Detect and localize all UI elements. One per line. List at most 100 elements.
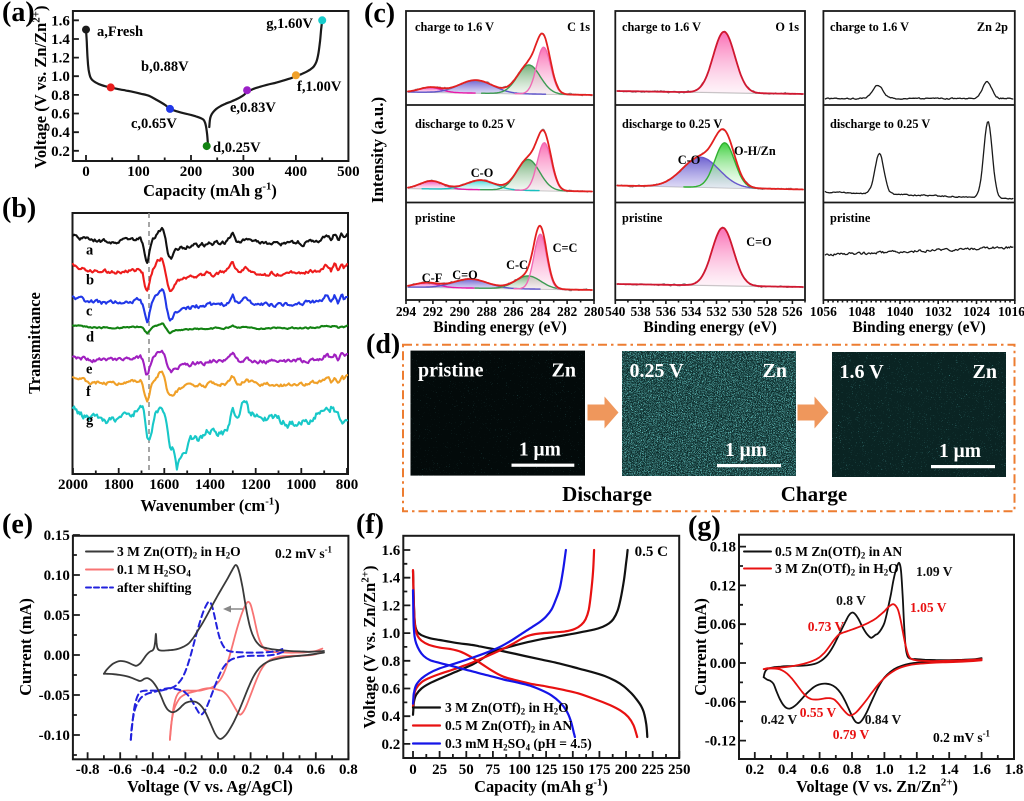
svg-text:0.8: 0.8: [51, 88, 70, 104]
svg-text:Charge: Charge: [781, 482, 848, 506]
svg-text:0.4: 0.4: [274, 762, 293, 778]
svg-text:0.6: 0.6: [306, 762, 325, 778]
svg-text:1048: 1048: [848, 304, 875, 319]
svg-text:500: 500: [337, 164, 360, 180]
svg-text:g,1.60V: g,1.60V: [266, 16, 313, 32]
svg-text:528: 528: [757, 304, 778, 319]
svg-text:0.8 V: 0.8 V: [836, 593, 866, 608]
svg-text:Intensity (a.u.): Intensity (a.u.): [368, 97, 387, 203]
svg-text:-0.4: -0.4: [141, 762, 165, 778]
svg-text:532: 532: [706, 304, 727, 319]
svg-text:-0.6: -0.6: [108, 762, 132, 778]
svg-text:0.25 V: 0.25 V: [630, 360, 685, 382]
svg-text:1.6: 1.6: [382, 543, 401, 559]
svg-text:286: 286: [503, 304, 524, 319]
svg-text:536: 536: [656, 304, 677, 319]
svg-text:C-F: C-F: [422, 271, 443, 285]
svg-text:e,0.83V: e,0.83V: [230, 100, 276, 116]
svg-text:530: 530: [732, 304, 753, 319]
svg-text:(b): (b): [2, 193, 36, 224]
svg-text:Capacity (mAh g-1): Capacity (mAh g-1): [143, 180, 277, 200]
svg-text:3 M Zn(OTf)2 in H2O: 3 M Zn(OTf)2 in H2O: [775, 561, 899, 577]
svg-text:1000: 1000: [286, 477, 316, 493]
svg-text:0.4: 0.4: [51, 125, 70, 141]
svg-text:1.05 V: 1.05 V: [910, 600, 947, 615]
svg-text:1016: 1016: [998, 304, 1024, 319]
svg-text:0.8: 0.8: [843, 762, 862, 778]
svg-text:0.00: 0.00: [44, 648, 70, 664]
svg-text:800: 800: [336, 477, 359, 493]
svg-text:1032: 1032: [925, 304, 952, 319]
svg-text:(g): (g): [688, 511, 721, 542]
svg-text:(f): (f): [356, 509, 384, 540]
svg-text:a: a: [86, 242, 94, 258]
svg-text:1.09 V: 1.09 V: [916, 564, 953, 579]
svg-text:C=C: C=C: [553, 241, 578, 255]
svg-text:2000: 2000: [58, 477, 88, 493]
svg-text:1.0: 1.0: [875, 762, 894, 778]
svg-text:25: 25: [432, 762, 447, 778]
svg-text:1.4: 1.4: [51, 32, 70, 48]
svg-text:charge to 1.6 V: charge to 1.6 V: [622, 20, 701, 34]
svg-text:pristine: pristine: [622, 211, 663, 225]
svg-text:Zn: Zn: [552, 360, 576, 382]
svg-text:0.5 M Zn(OTf)2 in AN: 0.5 M Zn(OTf)2 in AN: [775, 544, 902, 560]
svg-text:0.00: 0.00: [710, 656, 736, 672]
svg-text:0.4: 0.4: [382, 709, 401, 725]
svg-text:d,0.25V: d,0.25V: [213, 140, 261, 156]
svg-text:1024: 1024: [963, 304, 990, 319]
svg-text:0.42 V: 0.42 V: [761, 712, 798, 727]
svg-text:-0.06: -0.06: [705, 695, 737, 711]
svg-text:f: f: [86, 384, 91, 400]
svg-text:100: 100: [127, 164, 150, 180]
svg-text:0.0: 0.0: [209, 762, 228, 778]
svg-text:0.79 V: 0.79 V: [833, 727, 870, 742]
svg-text:Current (mA): Current (mA): [691, 598, 710, 696]
svg-text:1600: 1600: [149, 477, 179, 493]
svg-text:1.6: 1.6: [972, 762, 991, 778]
svg-text:Discharge: Discharge: [562, 482, 652, 506]
svg-text:0.2: 0.2: [382, 737, 401, 753]
svg-text:-0.10: -0.10: [39, 728, 70, 744]
svg-text:1.4: 1.4: [382, 571, 401, 587]
svg-text:0.05: 0.05: [44, 608, 70, 624]
svg-text:1.2: 1.2: [382, 598, 401, 614]
svg-text:b,0.88V: b,0.88V: [141, 59, 189, 75]
svg-text:Voltage (V vs. Zn/Zn2+): Voltage (V vs. Zn/Zn2+): [359, 566, 379, 729]
svg-text:0.84 V: 0.84 V: [865, 712, 902, 727]
svg-text:526: 526: [782, 304, 803, 319]
svg-text:f,1.00V: f,1.00V: [297, 79, 342, 95]
svg-text:0.2: 0.2: [745, 762, 764, 778]
svg-text:Voltage (V vs. Ag/AgCl): Voltage (V vs. Ag/AgCl): [127, 777, 293, 796]
svg-text:0.1 M H2SO4: 0.1 M H2SO4: [117, 562, 191, 578]
svg-text:400: 400: [285, 164, 308, 180]
svg-text:0.5 M Zn(OTf)2 in AN: 0.5 M Zn(OTf)2 in AN: [445, 718, 572, 734]
svg-text:284: 284: [530, 304, 551, 319]
svg-text:1200: 1200: [241, 477, 271, 493]
svg-text:1.0: 1.0: [382, 626, 401, 642]
svg-text:Zn 2p: Zn 2p: [977, 20, 1008, 34]
svg-text:d: d: [86, 329, 94, 345]
svg-text:290: 290: [450, 304, 471, 319]
svg-text:pristine: pristine: [418, 360, 484, 382]
svg-text:1.2: 1.2: [51, 51, 70, 67]
svg-text:discharge to 0.25 V: discharge to 0.25 V: [622, 117, 722, 131]
svg-text:292: 292: [423, 304, 444, 319]
svg-text:0.18: 0.18: [710, 540, 736, 556]
svg-text:0.73 V: 0.73 V: [808, 619, 845, 634]
svg-text:C-O: C-O: [471, 166, 494, 180]
svg-text:1.2: 1.2: [907, 762, 926, 778]
svg-text:0.2: 0.2: [51, 144, 70, 160]
svg-text:Binding energy (eV): Binding energy (eV): [433, 319, 566, 336]
svg-text:0.3 mM H2SO4 (pH = 4.5): 0.3 mM H2SO4 (pH = 4.5): [445, 736, 592, 752]
svg-text:c: c: [86, 304, 93, 320]
svg-text:0.5 C: 0.5 C: [635, 544, 668, 560]
svg-text:540: 540: [605, 304, 626, 319]
svg-text:charge to 1.6 V: charge to 1.6 V: [415, 20, 494, 34]
svg-text:1 μm: 1 μm: [725, 440, 767, 461]
svg-text:1 μm: 1 μm: [519, 440, 561, 461]
svg-text:Zn: Zn: [763, 360, 787, 382]
svg-text:294: 294: [396, 304, 417, 319]
svg-text:1.0: 1.0: [51, 69, 70, 85]
svg-text:after shifting: after shifting: [117, 580, 192, 595]
